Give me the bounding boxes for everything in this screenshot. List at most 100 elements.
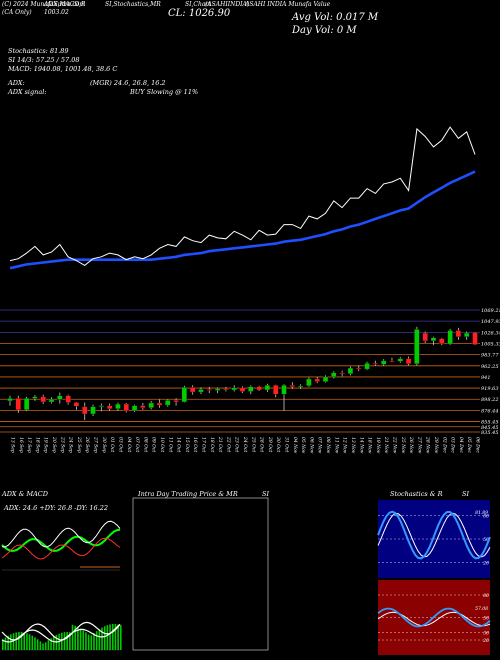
macd-histogram-bar [109,624,111,650]
x-axis-label: 21 Oct [217,436,223,452]
rsi-level-label: 20 [482,638,489,644]
x-axis-label: 07 Oct [134,437,140,452]
price-level-label: 876.44 [481,409,499,415]
si-value: SI 14/3: 57.25 / 57.08 [8,56,80,64]
macd-histogram-bar [103,626,106,650]
macd-signal-line [1,623,121,643]
macd-histogram-bar [111,624,114,650]
candle-body [364,363,370,370]
copyright-label: (C) 2024 MunafaSutra.com [2,1,86,8]
adx-series-line [1,528,121,552]
x-axis-label: 05 Nov [300,437,306,454]
macd-histogram-bar [114,624,117,650]
candle-body [214,388,221,391]
candle-body [389,360,395,362]
candle-body [314,378,320,382]
price-level-label: 1026.34 [481,330,500,336]
price-level-label: 983.77 [481,353,499,359]
avg-volume: Avg Vol: 0.017 M [292,12,379,23]
x-axis-label: 12 Nov [342,437,348,454]
price-level-label: 855.45 [481,420,499,426]
x-axis-label: 05 Dec [466,437,472,453]
x-axis-label: 03 Oct [117,437,123,452]
x-axis-label: 26 Nov [408,436,414,454]
candle-body [206,389,212,391]
candle-body [306,378,312,386]
candle-body [90,406,96,415]
header-tag-3: SI,Chart [185,1,211,8]
x-axis-label: 23 Oct [234,436,240,452]
macd-histogram-bar [69,632,71,650]
x-axis-label: 25 Sep [76,436,82,453]
candle-body [430,337,437,342]
ma-line [9,170,476,270]
candle-body [82,406,88,415]
candle-body [414,329,420,365]
adx-signal-label: ADX signal: [8,88,47,96]
candle-body [397,358,403,362]
candle-body [281,385,287,395]
candle-body [331,372,337,378]
candle-body [140,405,146,408]
candle-body [7,398,13,402]
price-level-label: 845.45 [481,425,499,431]
ca-only-label: (CA Only) [2,9,32,16]
x-axis-label: 11 Oct [167,437,173,452]
macd-histogram-bar [50,638,52,650]
adx-series-line [1,520,121,548]
price-level-label: 962.25 [481,364,499,370]
adx-panel-title: ADX & MACD [2,490,48,498]
candle-body [48,399,55,403]
x-axis-label: 03 Dec [450,437,456,453]
candle-body [339,372,345,374]
candle-body [381,360,387,365]
macd-histogram-bar [120,625,122,650]
rsi-level-label: 30 [483,631,489,637]
candle-body [181,387,188,403]
x-axis-label: 13 Nov [350,437,356,454]
candle-body [173,400,179,403]
candle-body [289,385,295,387]
macd-histogram-bar [26,633,28,650]
macd-histogram-bar [47,640,50,650]
price-level-label: 1047.93 [481,319,500,325]
macd-histogram-bar [101,627,103,650]
candle-body [273,385,279,395]
macd-histogram-bar [7,635,9,650]
x-axis-label: 10 Oct [159,437,165,452]
x-axis-label: 04 Nov [292,437,298,454]
x-axis-label: 20 Sep [51,436,57,453]
candle-body [32,396,38,399]
candle-body [297,385,304,387]
adx-label: ADX: [8,79,25,87]
company-label: ASAHI INDIA Munafa Value [245,1,331,8]
candle-body [239,387,246,392]
price-level-label: 835.45 [481,430,499,436]
x-axis-label: 31 Oct [284,437,290,452]
x-axis-label: 01 Oct [109,437,115,452]
candle-body [98,405,104,407]
x-axis-label: 02 Dec [441,437,447,453]
candle-body [107,405,113,409]
x-axis-label: 21 Nov [383,436,389,454]
candle-body [115,403,121,409]
candle-body [372,363,378,365]
macd-histogram-bar [95,631,98,650]
candle-body [405,358,412,365]
macd-histogram-bar [31,635,34,650]
candle-body [464,332,470,337]
stoch-panel-si: SI [462,490,470,498]
x-axis-label: 26 Sep [84,436,90,453]
x-axis-label: 24 Sep [68,436,74,453]
price-level-label: 941 [481,375,491,381]
x-axis-label: 08 Nov [325,437,331,454]
macd-histogram-bar [71,624,74,650]
x-axis-label: 29 Nov [433,436,439,454]
macd-histogram-bar [28,634,31,650]
x-axis-label: 22 Oct [225,436,231,452]
candle-body [356,367,362,370]
x-axis-label: 17 Oct [200,437,206,452]
candle-body [447,330,453,345]
x-axis-label: 22 Nov [391,436,397,454]
x-axis-label: 27 Sep [93,436,99,453]
